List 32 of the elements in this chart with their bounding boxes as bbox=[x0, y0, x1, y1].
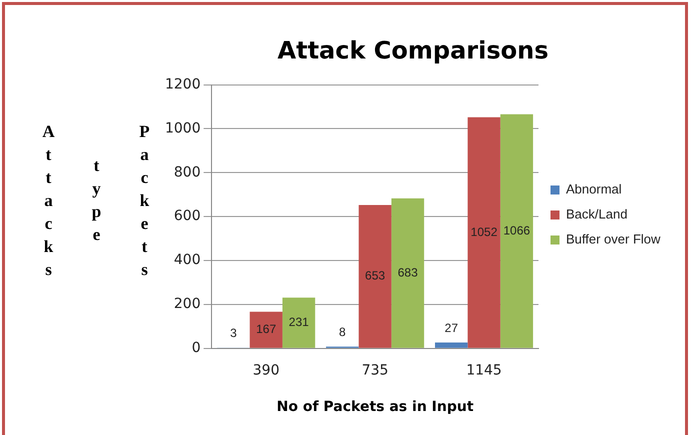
bar bbox=[391, 198, 424, 348]
y-tick-label: 0 bbox=[192, 340, 201, 356]
data-label: 3 bbox=[230, 326, 238, 340]
bar bbox=[500, 114, 534, 348]
y-tick-label: 400 bbox=[174, 252, 201, 268]
x-tick-label: 1145 bbox=[466, 362, 502, 378]
bar bbox=[434, 342, 468, 348]
bar bbox=[282, 298, 316, 348]
y-tick-label: 800 bbox=[174, 164, 201, 180]
x-tick-label: 390 bbox=[252, 362, 280, 378]
bar bbox=[358, 204, 392, 348]
legend-label: Back/Land bbox=[566, 206, 628, 222]
chart-title: Attack Comparisons bbox=[278, 36, 548, 65]
y-tick-label: 600 bbox=[174, 208, 201, 224]
legend-label: Buffer over Flow bbox=[566, 232, 662, 247]
data-label: 167 bbox=[256, 322, 276, 336]
data-label: 1066 bbox=[503, 223, 530, 238]
data-label: 683 bbox=[398, 265, 418, 280]
legend-label: Abnormal bbox=[566, 182, 622, 197]
y-tick-label: 1000 bbox=[164, 120, 201, 136]
data-label: 231 bbox=[288, 315, 310, 330]
y-tick-label: 200 bbox=[174, 296, 201, 312]
data-label: 1052 bbox=[470, 224, 498, 239]
data-label: 653 bbox=[365, 268, 386, 283]
data-label: 27 bbox=[444, 320, 458, 335]
y-tick-label: 1200 bbox=[164, 76, 201, 92]
x-axis-title: No of Packets as in Input bbox=[276, 399, 474, 416]
x-tick-label: 735 bbox=[362, 362, 388, 378]
data-label: 8 bbox=[339, 324, 346, 339]
bar bbox=[468, 117, 500, 348]
text: Attacks type Packets bbox=[39, 122, 154, 283]
bar bbox=[250, 312, 282, 348]
